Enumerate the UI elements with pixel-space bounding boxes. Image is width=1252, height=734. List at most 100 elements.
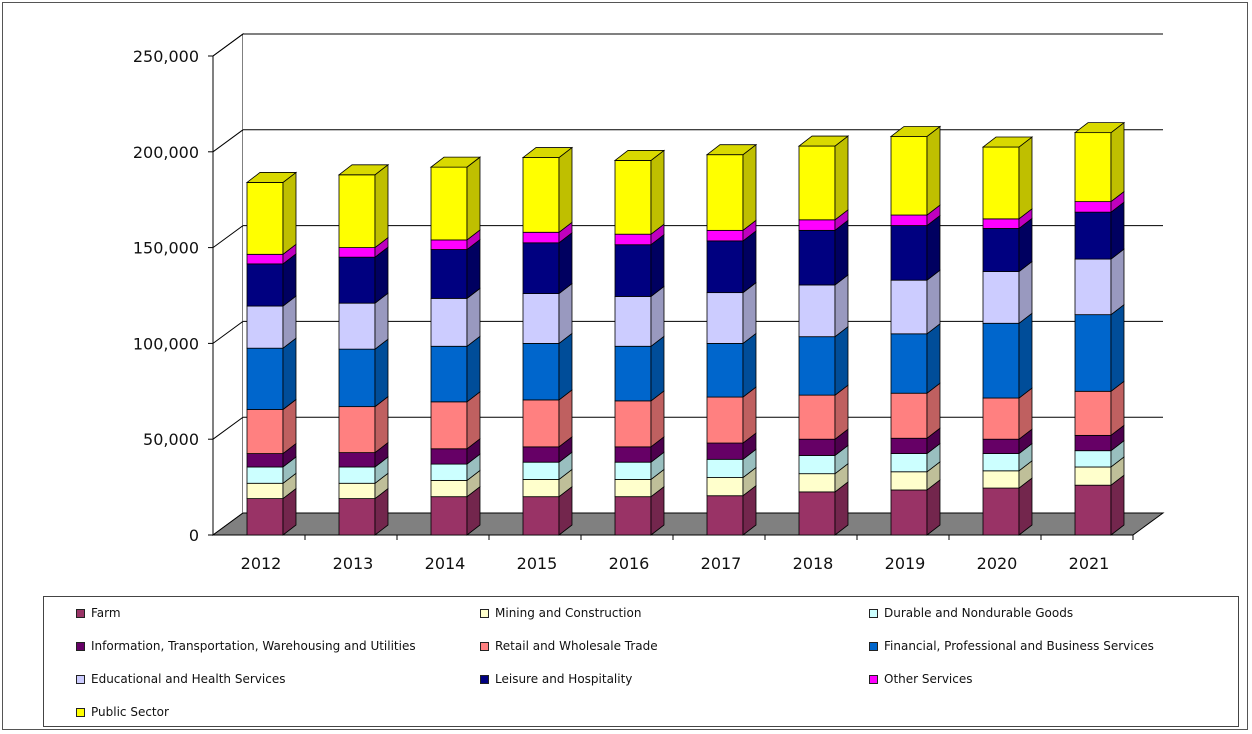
bar-front bbox=[706, 458, 744, 478]
bar-front bbox=[798, 229, 836, 286]
bar-front bbox=[890, 279, 928, 335]
legend-item: Farm bbox=[76, 605, 121, 621]
y-tick-label: 150,000 bbox=[133, 239, 199, 258]
legend-swatch bbox=[480, 641, 489, 651]
bar-segment bbox=[522, 231, 573, 295]
bar-front bbox=[798, 491, 836, 536]
bar-front bbox=[522, 157, 560, 233]
bar-side bbox=[1018, 312, 1033, 399]
bar-segment bbox=[246, 487, 297, 536]
bar-side bbox=[650, 233, 665, 298]
bar-side bbox=[466, 156, 481, 241]
bar-side bbox=[282, 171, 297, 256]
legend-label: Leisure and Hospitality bbox=[495, 672, 633, 686]
bar-front bbox=[890, 489, 928, 536]
bar-front bbox=[890, 136, 928, 216]
bar-stack-2014 bbox=[429, 156, 482, 536]
bar-stack-2015 bbox=[521, 146, 574, 536]
bar-side bbox=[834, 325, 849, 396]
bar-front bbox=[246, 253, 284, 265]
bar-segment bbox=[981, 136, 1034, 220]
legend-item: Financial, Professional and Business Ser… bbox=[869, 638, 1154, 654]
bar-segment bbox=[430, 238, 481, 300]
bar-side bbox=[558, 332, 573, 401]
bar-front bbox=[1074, 132, 1112, 203]
bar-side bbox=[558, 146, 573, 234]
bar-segment bbox=[798, 384, 849, 441]
gridline bbox=[212, 225, 1163, 249]
legend-label: Public Sector bbox=[91, 705, 169, 719]
bar-front bbox=[430, 297, 468, 347]
bar-segment bbox=[246, 253, 297, 307]
bar-front bbox=[614, 400, 652, 448]
legend-swatch bbox=[869, 674, 878, 684]
bar-stack-2017 bbox=[705, 143, 758, 536]
bar-segment bbox=[338, 456, 389, 485]
bar-stack-2020 bbox=[981, 136, 1034, 536]
bar-front bbox=[614, 461, 652, 480]
bar-top bbox=[429, 156, 482, 168]
bar-top bbox=[981, 136, 1034, 148]
bar-front bbox=[706, 154, 744, 231]
bar-front bbox=[614, 345, 652, 402]
bar-segment bbox=[890, 269, 941, 335]
bar-front bbox=[982, 322, 1020, 399]
bar-side bbox=[926, 214, 941, 281]
bar-top bbox=[245, 172, 298, 183]
bar-front bbox=[430, 249, 468, 299]
bar-segment bbox=[614, 468, 665, 498]
bar-front bbox=[522, 446, 560, 463]
bar-front bbox=[430, 239, 468, 250]
bar-segment bbox=[798, 462, 849, 493]
bar-front bbox=[614, 496, 652, 536]
bar-front bbox=[430, 345, 468, 403]
bar-top bbox=[1073, 122, 1126, 134]
bar-segment bbox=[1074, 248, 1125, 316]
bar-segment bbox=[614, 451, 665, 481]
bar-front bbox=[338, 348, 376, 408]
bar-segment bbox=[337, 163, 390, 249]
bar-side bbox=[834, 274, 849, 338]
legend-item: Public Sector bbox=[76, 704, 169, 720]
legend-swatch bbox=[76, 707, 85, 717]
bar-front bbox=[1074, 211, 1112, 260]
legend-item: Leisure and Hospitality bbox=[480, 671, 632, 687]
bar-side bbox=[282, 337, 297, 411]
bar-front bbox=[246, 182, 284, 255]
bar-segment bbox=[1073, 121, 1126, 203]
x-tick-label: 2017 bbox=[701, 554, 742, 573]
bar-segment bbox=[890, 479, 941, 536]
bar-front bbox=[890, 333, 928, 394]
bar-front bbox=[338, 174, 376, 249]
bar-side bbox=[926, 125, 941, 216]
bar-segment bbox=[430, 335, 481, 403]
bar-segment bbox=[890, 323, 941, 395]
bar-front bbox=[982, 271, 1020, 324]
bar-front bbox=[338, 482, 376, 499]
x-tick-label: 2020 bbox=[977, 554, 1018, 573]
bar-front bbox=[982, 487, 1020, 536]
bar-segment bbox=[246, 337, 297, 411]
bar-top bbox=[337, 164, 390, 176]
bar-segment bbox=[522, 389, 573, 448]
bar-front bbox=[522, 479, 560, 498]
bar-front bbox=[430, 166, 468, 241]
bar-top bbox=[613, 150, 666, 161]
bar-segment bbox=[890, 427, 941, 455]
bar-front bbox=[1074, 201, 1112, 213]
bar-front bbox=[982, 228, 1020, 272]
side-wall bbox=[212, 33, 244, 536]
legend-swatch bbox=[76, 641, 85, 651]
bar-side bbox=[1110, 248, 1125, 316]
bar-front bbox=[246, 409, 284, 454]
bar-front bbox=[982, 218, 1020, 229]
bar-side bbox=[1110, 121, 1125, 203]
bar-front bbox=[706, 240, 744, 294]
legend-swatch bbox=[869, 608, 878, 618]
bar-segment bbox=[522, 436, 573, 464]
bar-front bbox=[246, 347, 284, 410]
bar-front bbox=[890, 392, 928, 439]
x-tick-label: 2015 bbox=[517, 554, 558, 573]
bar-front bbox=[430, 496, 468, 536]
